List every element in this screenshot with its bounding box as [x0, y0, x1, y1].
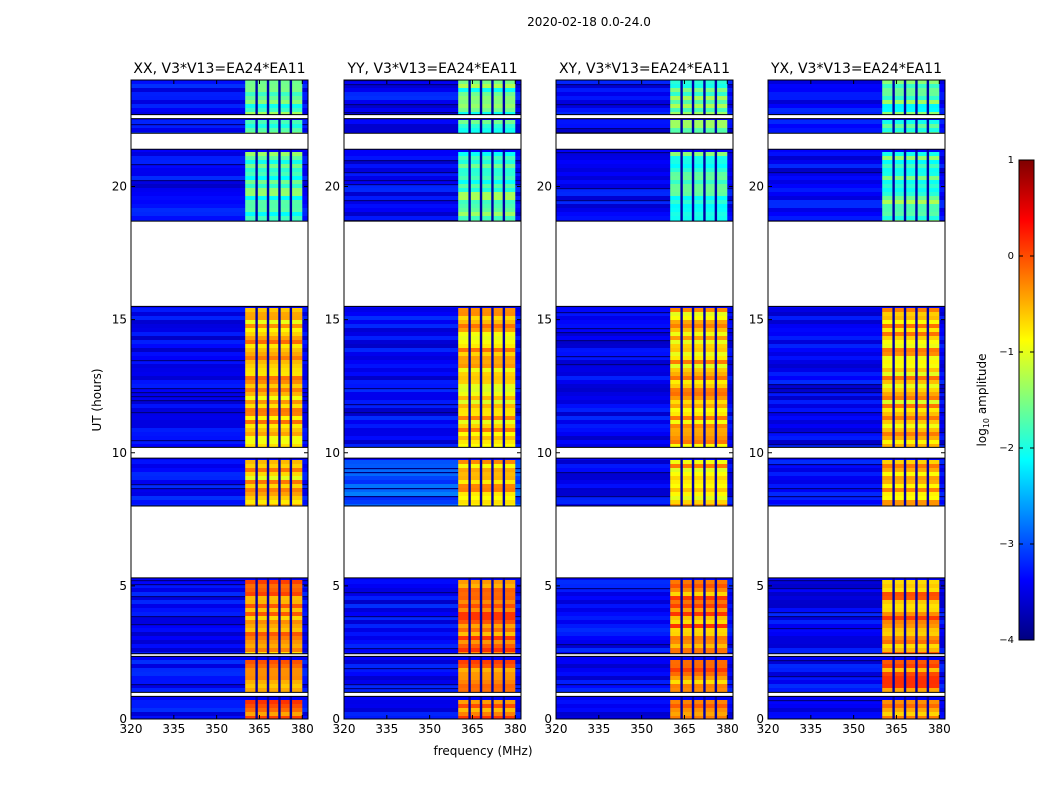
colorbar-label: log10 amplitude	[975, 354, 991, 447]
x-tick-label: 365	[461, 722, 484, 736]
y-tick-label: 10	[749, 446, 764, 460]
panel-frame	[130, 79, 309, 720]
y-axis-label: UT (hours)	[90, 368, 104, 431]
colorbar: 1 0 −1 −2 −3 −4 log10 amplitude	[975, 155, 1035, 646]
y-tick-label: 0	[332, 712, 340, 726]
panel-4: YX, V3*V13=EA24*EA11 320 335 350 365 380 0 5 10 1…	[749, 61, 951, 736]
colorbar-tick-label: −4	[999, 635, 1014, 646]
y-tick-label: 20	[749, 180, 764, 194]
y-tick-label: 5	[756, 579, 764, 593]
heatmap-image	[556, 80, 733, 719]
panel-title: XX, V3*V13=EA24*EA11	[133, 61, 305, 77]
colorbar-tick-label: −3	[999, 539, 1014, 550]
colorbar-tick-label: −2	[999, 443, 1014, 454]
y-tick-label: 0	[544, 712, 552, 726]
y-tick-label: 10	[325, 446, 340, 460]
y-tick-label: 15	[749, 313, 764, 327]
x-tick-label: 380	[291, 722, 314, 736]
x-tick-label: 335	[799, 722, 822, 736]
colorbar-tick-label: 1	[1008, 155, 1014, 166]
colorbar-tick-label: 0	[1008, 251, 1014, 262]
x-tick-label: 365	[673, 722, 696, 736]
x-tick-label: 320	[757, 722, 780, 736]
y-tick-label: 5	[119, 579, 127, 593]
y-tick-label: 0	[756, 712, 764, 726]
y-tick-label: 15	[325, 313, 340, 327]
x-axis-label: frequency (MHz)	[433, 744, 532, 758]
x-tick-label: 365	[248, 722, 271, 736]
panel-1: XX, V3*V13=EA24*EA11 320 335 350 365 380 0 5 10 1…	[112, 61, 314, 736]
x-tick-label: 350	[842, 722, 865, 736]
panel-2: YY, V3*V13=EA24*EA11 320 335 350 365 380 0 5 10 1…	[325, 61, 527, 736]
colorbar-tick-label: −1	[999, 347, 1014, 358]
x-tick-label: 320	[545, 722, 568, 736]
y-tick-label: 10	[537, 446, 552, 460]
panel-title: XY, V3*V13=EA24*EA11	[559, 61, 730, 77]
x-tick-label: 380	[928, 722, 951, 736]
x-tick-label: 365	[885, 722, 908, 736]
y-tick-label: 15	[112, 313, 127, 327]
panel-3: XY, V3*V13=EA24*EA11 320 335 350 365 380 0 5 10 1…	[537, 61, 739, 736]
y-tick-label: 5	[332, 579, 340, 593]
heatmap-image	[131, 80, 308, 719]
x-tick-label: 380	[716, 722, 739, 736]
x-tick-label: 320	[120, 722, 143, 736]
x-tick-label: 350	[205, 722, 228, 736]
panel-title: YX, V3*V13=EA24*EA11	[770, 61, 942, 77]
heatmap-image	[344, 80, 521, 719]
y-tick-label: 20	[537, 180, 552, 194]
figure-title: 2020-02-18 0.0-24.0	[527, 15, 651, 29]
panel-frame	[767, 79, 946, 720]
heatmap-image	[768, 80, 945, 719]
y-tick-label: 15	[537, 313, 552, 327]
x-tick-label: 380	[504, 722, 527, 736]
y-tick-label: 5	[544, 579, 552, 593]
y-tick-label: 20	[112, 180, 127, 194]
panel-title: YY, V3*V13=EA24*EA11	[346, 61, 517, 77]
colorbar-gradient	[1018, 159, 1035, 641]
x-tick-label: 350	[418, 722, 441, 736]
panel-frame	[343, 79, 522, 720]
x-tick-label: 335	[162, 722, 185, 736]
x-tick-label: 320	[333, 722, 356, 736]
x-tick-label: 350	[630, 722, 653, 736]
x-tick-label: 335	[375, 722, 398, 736]
x-tick-label: 335	[587, 722, 610, 736]
y-tick-label: 0	[119, 712, 127, 726]
panel-frame	[555, 79, 734, 720]
y-tick-label: 20	[325, 180, 340, 194]
y-tick-label: 10	[112, 446, 127, 460]
